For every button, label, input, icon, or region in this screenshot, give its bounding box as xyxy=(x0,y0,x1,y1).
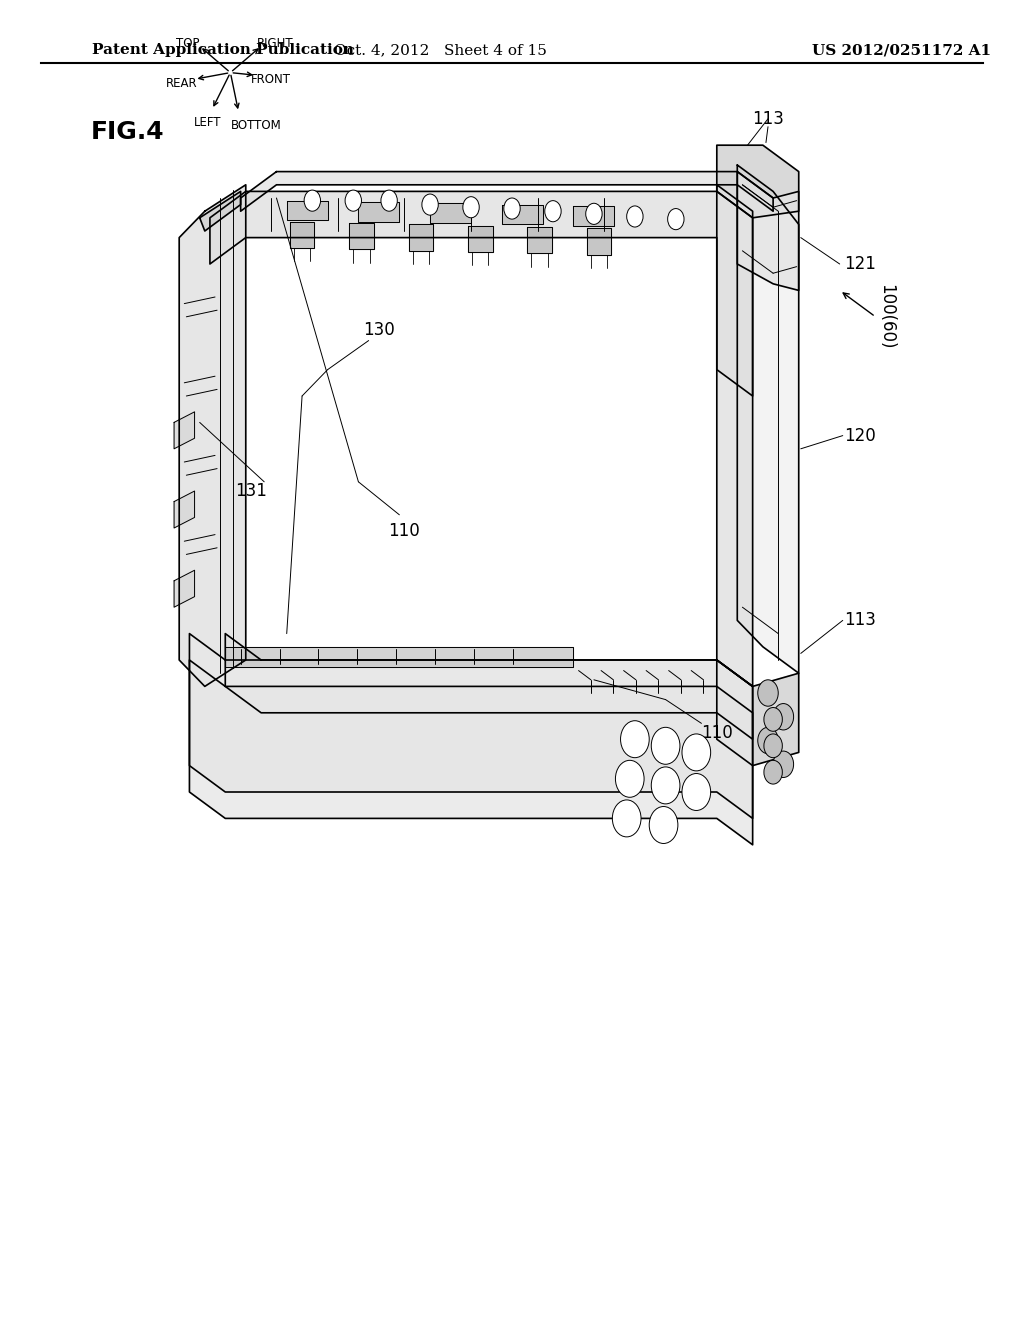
Circle shape xyxy=(764,708,782,731)
Circle shape xyxy=(422,194,438,215)
Circle shape xyxy=(586,203,602,224)
Text: FIG.4: FIG.4 xyxy=(91,120,165,144)
Text: TOP: TOP xyxy=(176,37,199,50)
Circle shape xyxy=(504,198,520,219)
Circle shape xyxy=(615,760,644,797)
Circle shape xyxy=(381,190,397,211)
Text: 110: 110 xyxy=(388,521,421,540)
Text: US 2012/0251172 A1: US 2012/0251172 A1 xyxy=(812,44,990,57)
Text: 120: 120 xyxy=(844,426,877,445)
Text: LEFT: LEFT xyxy=(195,116,221,129)
Text: 121: 121 xyxy=(844,255,877,273)
Polygon shape xyxy=(241,172,773,211)
Circle shape xyxy=(651,727,680,764)
Circle shape xyxy=(649,807,678,843)
Polygon shape xyxy=(174,570,195,607)
Polygon shape xyxy=(358,202,399,222)
Polygon shape xyxy=(409,224,433,251)
Text: Oct. 4, 2012   Sheet 4 of 15: Oct. 4, 2012 Sheet 4 of 15 xyxy=(334,44,547,57)
Polygon shape xyxy=(717,145,799,218)
Circle shape xyxy=(612,800,641,837)
Circle shape xyxy=(773,751,794,777)
Polygon shape xyxy=(349,223,374,249)
Polygon shape xyxy=(573,206,614,226)
Polygon shape xyxy=(174,412,195,449)
Polygon shape xyxy=(430,203,471,223)
Polygon shape xyxy=(587,228,611,255)
Circle shape xyxy=(621,721,649,758)
Polygon shape xyxy=(287,201,328,220)
Text: Patent Application Publication: Patent Application Publication xyxy=(92,44,354,57)
Polygon shape xyxy=(174,491,195,528)
Polygon shape xyxy=(502,205,543,224)
Circle shape xyxy=(345,190,361,211)
Circle shape xyxy=(758,727,778,754)
Circle shape xyxy=(463,197,479,218)
Polygon shape xyxy=(737,165,799,673)
Circle shape xyxy=(773,704,794,730)
Text: 131: 131 xyxy=(234,482,267,500)
Polygon shape xyxy=(468,226,493,252)
Text: FRONT: FRONT xyxy=(251,73,292,86)
Text: REAR: REAR xyxy=(166,77,197,90)
Circle shape xyxy=(545,201,561,222)
Polygon shape xyxy=(737,172,799,290)
Polygon shape xyxy=(189,634,753,845)
Polygon shape xyxy=(200,191,241,231)
Polygon shape xyxy=(225,647,573,667)
Polygon shape xyxy=(179,185,246,686)
Circle shape xyxy=(682,734,711,771)
Text: RIGHT: RIGHT xyxy=(257,37,294,50)
Circle shape xyxy=(764,734,782,758)
Circle shape xyxy=(668,209,684,230)
Polygon shape xyxy=(290,222,314,248)
Polygon shape xyxy=(717,660,799,766)
Text: 100(60): 100(60) xyxy=(877,284,895,350)
Polygon shape xyxy=(717,185,753,686)
Text: 113: 113 xyxy=(844,611,877,630)
Circle shape xyxy=(758,680,778,706)
Polygon shape xyxy=(527,227,552,253)
Circle shape xyxy=(764,760,782,784)
Circle shape xyxy=(682,774,711,810)
Text: 113: 113 xyxy=(752,110,784,128)
Text: 130: 130 xyxy=(362,321,395,339)
Text: 110: 110 xyxy=(700,723,733,742)
Polygon shape xyxy=(225,634,753,739)
Circle shape xyxy=(651,767,680,804)
Circle shape xyxy=(627,206,643,227)
Polygon shape xyxy=(210,191,753,396)
Circle shape xyxy=(304,190,321,211)
Text: BOTTOM: BOTTOM xyxy=(230,119,282,132)
Polygon shape xyxy=(189,660,753,818)
